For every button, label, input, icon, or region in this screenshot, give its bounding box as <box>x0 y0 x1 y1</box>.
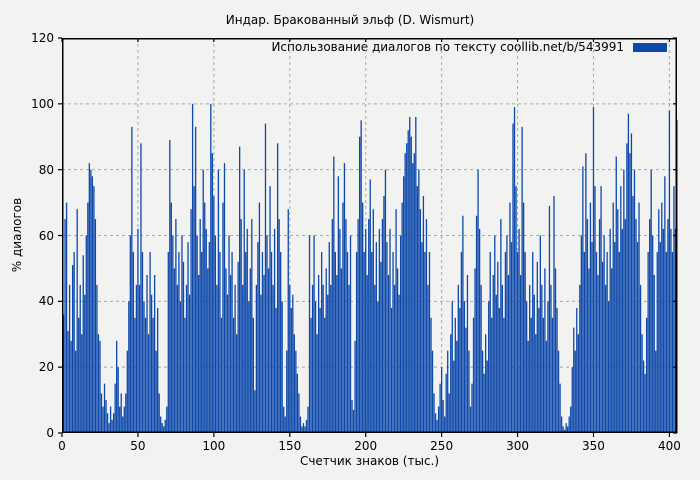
x-tick-label: 0 <box>58 439 66 453</box>
x-axis-label: Счетчик знаков (тыс.) <box>299 454 440 468</box>
plot-area <box>58 37 678 437</box>
x-tick-label: 300 <box>506 439 529 453</box>
x-tick-label: 50 <box>130 439 146 453</box>
x-tick-label: 350 <box>582 439 605 453</box>
chart-title: Индар. Бракованный эльф (D. Wismurt) <box>225 13 475 27</box>
x-tick-label: 400 <box>657 439 681 453</box>
x-tick-label: 250 <box>430 439 454 453</box>
y-tick-label: 20 <box>38 360 54 375</box>
y-tick-label: 0 <box>46 426 54 440</box>
y-tick-label: 40 <box>38 294 54 309</box>
legend-label: Использование диалогов по тексту coollib… <box>271 40 624 54</box>
y-tick-label: 120 <box>31 31 54 45</box>
y-tick-label: 60 <box>38 228 54 243</box>
legend: Использование диалогов по тексту coollib… <box>271 40 667 54</box>
dialog-usage-bars <box>62 103 678 434</box>
y-tick-label: 80 <box>38 162 54 177</box>
x-tick-label: 200 <box>354 439 378 453</box>
grid-lines <box>62 38 677 433</box>
x-tick-label: 100 <box>202 439 226 453</box>
plot-frame <box>58 37 677 437</box>
y-tick-label: 100 <box>31 96 54 111</box>
x-tick-label: 150 <box>278 439 302 453</box>
legend-color-swatch <box>633 42 667 52</box>
